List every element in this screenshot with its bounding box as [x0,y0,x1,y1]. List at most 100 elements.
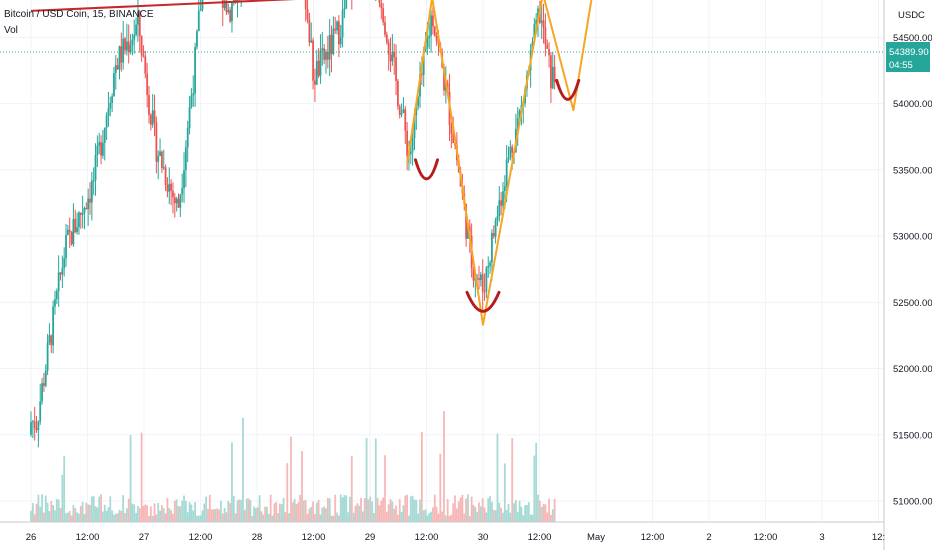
candle-body [334,28,337,31]
volume-bar [109,496,112,522]
candle-body [94,154,97,181]
candle-body [70,231,73,245]
volume-bar [229,503,232,522]
volume-bar [439,453,442,522]
candle-body [551,66,554,89]
volume-bar [103,504,106,522]
volume-bar [177,506,180,522]
candle-body [192,93,195,96]
candle-body [413,115,416,139]
time-tick-label: 30 [478,532,489,543]
current-price-tag [886,42,930,73]
volume-bar [137,506,139,522]
candle-body [54,299,56,307]
volume-bar [181,500,184,522]
candle-body [339,37,342,45]
volume-bar [264,506,267,522]
volume-bar [87,504,90,522]
candle-body [424,47,427,51]
candle-body [328,34,331,60]
candle-body [166,184,169,192]
volume-bar [332,515,335,522]
volume-bar [382,497,385,522]
time-tick-label: 27 [139,532,150,543]
volume-bar [242,417,244,522]
candle-body [511,146,514,153]
candle-body [494,220,497,237]
candle-body [100,142,102,156]
candle-body [116,65,119,70]
volume-bar [295,504,298,522]
candle-body [310,40,313,43]
time-tick-label: 12:00 [754,532,778,543]
volume-bar [433,494,436,522]
volume-bar [308,508,311,522]
candle-body [509,146,512,158]
volume-bar [94,506,97,522]
volume-bar [461,494,464,522]
volume-bar [138,508,141,522]
volume-bar [494,510,497,522]
time-tick-label: 12:00 [189,532,213,543]
volume-bar [219,500,222,522]
volume-bar [553,498,556,522]
volume-bar [455,508,458,522]
candle-body [55,290,58,300]
volume-bar [544,504,547,522]
volume-bar [361,511,364,522]
volume-bar [293,499,296,522]
volume-bar [280,504,283,522]
candle-body [37,421,40,430]
time-tick-label: 12:00 [76,532,100,543]
candle-body [550,55,552,89]
candle-body [433,26,436,37]
countdown-label: 04:55 [889,60,913,71]
candle-body [428,35,431,39]
candle-body [155,122,158,162]
volume-bar [548,498,550,522]
candle-body [138,11,141,37]
candle-body [223,0,226,8]
volume-bar [384,455,386,522]
smile-annotations [414,78,581,313]
volume-bar [444,515,447,522]
volume-bar [360,497,362,522]
volume-bar [74,508,77,522]
volume-bar [430,511,432,522]
candle-body [113,73,115,97]
volume-bar [172,513,174,522]
candle-body [417,96,420,107]
smile-curve [555,78,581,101]
volume-bar [234,513,237,522]
volume-bar [199,515,202,522]
volume-bar [502,512,504,522]
candle-body [337,21,340,45]
volume-bar [197,515,200,522]
volume-bar [218,509,220,522]
candle-body [41,383,43,402]
trendline-group [30,0,296,12]
candle-body [44,370,47,386]
candle-body [432,15,434,27]
candle-body [78,212,80,228]
volume-bar [535,442,538,522]
volume-bar [43,512,45,522]
price-levels [0,51,884,53]
volume-bar [341,497,344,522]
volume-bar [46,502,49,522]
candle-body [129,44,132,52]
volume-bar [385,511,388,522]
volume-bar [478,502,480,522]
volume-bar [391,501,394,522]
candle-body [533,24,536,43]
volume-bar [321,507,324,522]
candle-body [153,110,156,123]
candle-body [319,50,322,76]
volume-bar [290,436,292,522]
candle-body [183,170,185,189]
candle-body [66,229,69,235]
volume-bar [380,500,383,522]
volume-bar [85,502,88,522]
volume-bar [317,499,320,522]
